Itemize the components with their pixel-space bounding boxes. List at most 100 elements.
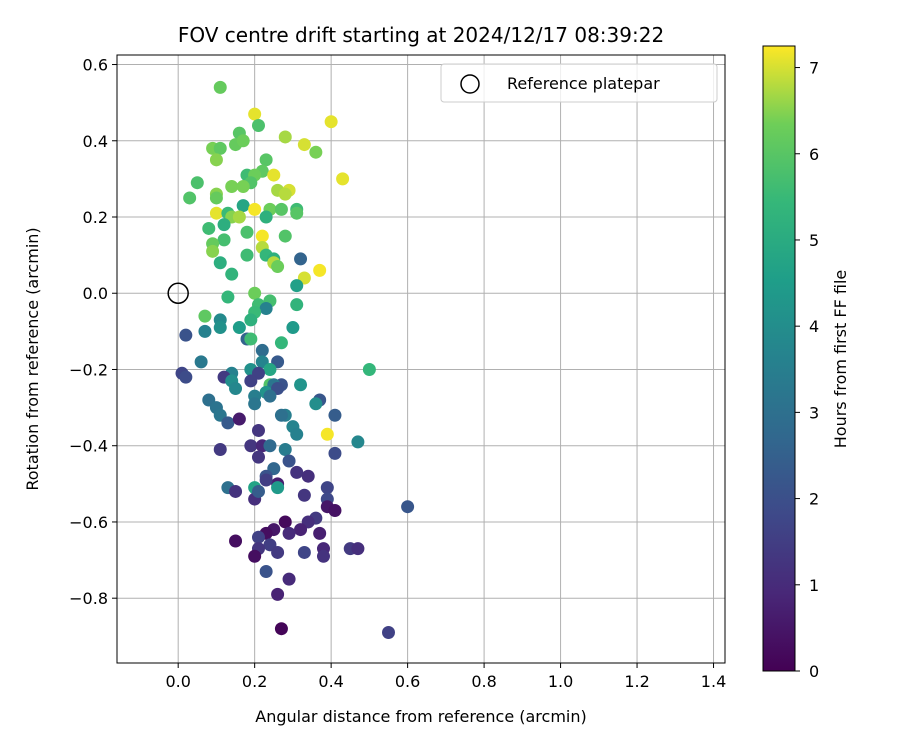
data-point: [251, 119, 265, 133]
data-point: [213, 80, 227, 94]
data-point: [282, 572, 296, 586]
data-point: [213, 256, 227, 270]
data-point: [244, 374, 258, 388]
data-point: [309, 145, 323, 159]
data-point: [209, 206, 223, 220]
legend-marker: [460, 74, 480, 94]
data-point: [244, 313, 258, 327]
colorbar-tick-label: 0: [809, 662, 819, 681]
data-point: [271, 481, 285, 495]
data-point: [278, 130, 292, 144]
data-point: [229, 534, 243, 548]
data-point: [198, 324, 212, 338]
data-point: [282, 454, 296, 468]
legend-entry-reference: Reference platepar: [507, 74, 660, 93]
data-point: [274, 202, 288, 216]
data-point: [251, 450, 265, 464]
data-point: [328, 504, 342, 518]
data-point: [213, 321, 227, 335]
data-point: [316, 549, 330, 563]
x-tick-label: 0.6: [395, 672, 420, 691]
data-point: [206, 244, 220, 258]
x-axis-ticks: 0.0 0.2 0.4 0.6 0.8 1.0 1.2 1.4: [165, 663, 726, 691]
data-point: [271, 587, 285, 601]
data-point: [271, 260, 285, 274]
data-point: [236, 134, 250, 148]
colorbar: 0 1 2 3 4 5 6 7 Hours from first FF file: [762, 45, 850, 681]
data-point: [294, 378, 308, 392]
data-point: [267, 168, 281, 182]
data-point: [313, 263, 327, 277]
y-tick-label: −0.6: [69, 513, 108, 532]
colorbar-tick-label: 5: [809, 231, 819, 250]
y-tick-label: −0.2: [69, 360, 108, 379]
data-point: [263, 362, 277, 376]
data-point: [294, 523, 308, 537]
data-point: [313, 526, 327, 540]
chart-title: FOV centre drift starting at 2024/12/17 …: [178, 23, 664, 47]
data-point: [320, 481, 334, 495]
data-point: [271, 545, 285, 559]
x-tick-label: 1.0: [548, 672, 573, 691]
data-point: [198, 309, 212, 323]
data-point: [320, 427, 334, 441]
colorbar-tick-label: 4: [809, 317, 819, 336]
data-point: [202, 221, 216, 235]
x-axis-label: Angular distance from reference (arcmin): [255, 707, 586, 726]
data-point: [274, 336, 288, 350]
data-point: [248, 549, 262, 563]
data-point: [183, 191, 197, 205]
data-point: [278, 443, 292, 457]
x-tick-label: 0.8: [471, 672, 496, 691]
data-point: [290, 427, 304, 441]
data-point: [286, 321, 300, 335]
data-point: [278, 187, 292, 201]
data-point: [240, 225, 254, 239]
data-point: [232, 412, 246, 426]
reference-marker: [167, 282, 189, 304]
data-point: [248, 202, 262, 216]
colorbar-gradient: [762, 45, 796, 672]
data-point: [236, 180, 250, 194]
data-point: [225, 180, 239, 194]
data-point: [297, 488, 311, 502]
data-point: [248, 397, 262, 411]
legend: Reference platepar: [440, 63, 718, 103]
data-point: [263, 389, 277, 403]
grid: [117, 55, 725, 663]
y-tick-label: 0.0: [83, 284, 108, 303]
data-point: [229, 484, 243, 498]
data-point: [274, 622, 288, 636]
x-tick-label: 1.2: [624, 672, 649, 691]
y-axis-label: Rotation from reference (arcmin): [23, 227, 42, 490]
data-point: [328, 408, 342, 422]
data-point: [278, 515, 292, 529]
y-tick-label: 0.6: [83, 56, 108, 75]
y-tick-label: −0.8: [69, 589, 108, 608]
colorbar-tick-label: 1: [809, 576, 819, 595]
colorbar-tick-label: 6: [809, 145, 819, 164]
data-point: [179, 328, 193, 342]
data-point: [290, 465, 304, 479]
colorbar-tick-label: 7: [809, 59, 819, 78]
data-point: [225, 267, 239, 281]
y-tick-label: 0.2: [83, 208, 108, 227]
colorbar-label: Hours from first FF file: [831, 270, 850, 449]
data-point: [217, 233, 231, 247]
data-point: [290, 279, 304, 293]
data-point: [213, 443, 227, 457]
data-point: [259, 565, 273, 579]
data-point: [278, 229, 292, 243]
data-point: [221, 290, 235, 304]
data-point: [244, 332, 258, 346]
data-point: [336, 172, 350, 186]
data-point: [301, 469, 315, 483]
data-point: [351, 435, 365, 449]
data-point: [401, 500, 415, 514]
data-point: [381, 626, 395, 640]
colorbar-ticks: 0 1 2 3 4 5 6 7: [795, 59, 819, 681]
colorbar-tick-label: 3: [809, 403, 819, 422]
data-point: [297, 545, 311, 559]
reference-platepar-point: [167, 282, 189, 304]
data-point: [213, 141, 227, 155]
